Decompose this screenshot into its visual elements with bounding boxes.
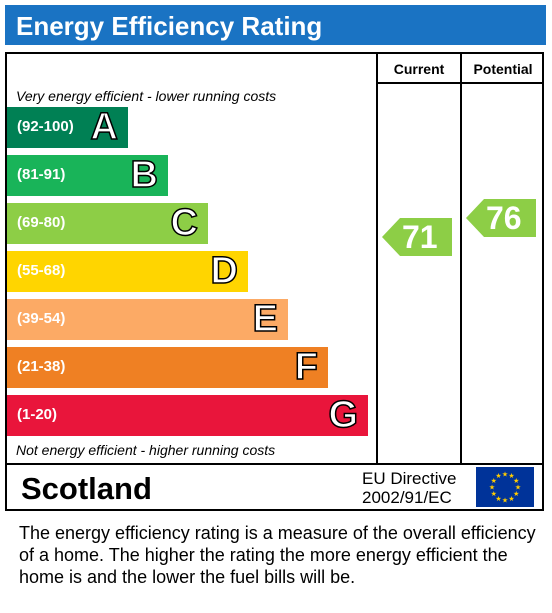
current-rating-arrow: 71 <box>382 218 452 256</box>
potential-rating-arrow: 76 <box>466 199 536 237</box>
country-label: Scotland <box>21 471 152 506</box>
band-d: (55-68) D <box>7 250 248 293</box>
arrow-shape <box>382 218 452 256</box>
band-g: (1-20) G <box>7 394 368 437</box>
band-letter: D <box>210 250 239 293</box>
description-text: The energy efficiency rating is a measur… <box>19 523 536 587</box>
current-rating-value: 71 <box>402 219 438 255</box>
flag-star: ★ <box>489 484 495 492</box>
footer-divider <box>5 463 544 465</box>
flag-star: ★ <box>495 495 501 503</box>
band-range-label: (39-54) <box>17 310 66 327</box>
rating-table <box>5 52 544 511</box>
band-range-label: (92-100) <box>17 118 74 135</box>
flag-star: ★ <box>502 497 508 505</box>
flag-star: ★ <box>508 472 514 480</box>
column-divider-left <box>376 52 378 464</box>
flag-star: ★ <box>513 490 519 498</box>
flag-star: ★ <box>513 477 519 485</box>
flag-star: ★ <box>495 472 501 480</box>
band-letter: G <box>328 394 359 437</box>
flag-star: ★ <box>491 477 497 485</box>
header-bar: Energy Efficiency Rating <box>5 5 546 45</box>
flag-star: ★ <box>515 484 521 492</box>
band-f: (21-38) F <box>7 346 328 389</box>
header-divider <box>376 82 544 84</box>
flag-star: ★ <box>508 495 514 503</box>
band-a: (92-100) A <box>7 106 128 149</box>
band-letter: F <box>294 346 319 389</box>
eu-flag-icon: ★ ★ ★ ★ ★ ★ ★ ★ ★ ★ ★ ★ <box>476 467 534 507</box>
current-column-header: Current <box>393 61 445 77</box>
flag-star: ★ <box>502 471 508 479</box>
band-range-label: (69-80) <box>17 214 66 231</box>
arrow-shape <box>466 199 536 237</box>
eu-directive-line2: 2002/91/EC <box>362 488 452 507</box>
band-range-label: (21-38) <box>17 358 66 375</box>
band-range-label: (81-91) <box>17 166 66 183</box>
band-letter: A <box>90 106 119 149</box>
band-letter: E <box>252 298 279 341</box>
top-note: Very energy efficient - lower running co… <box>16 88 277 104</box>
band-letter: C <box>170 202 199 245</box>
column-divider-right <box>460 52 462 464</box>
band-letter: B <box>130 154 159 197</box>
band-c: (69-80) C <box>7 202 208 245</box>
band-range-label: (55-68) <box>17 262 66 279</box>
potential-column-header: Potential <box>473 61 533 77</box>
band-range-label: (1-20) <box>17 406 58 423</box>
band-b: (81-91) B <box>7 154 168 197</box>
band-e: (39-54) E <box>7 298 288 341</box>
bottom-note: Not energy efficient - higher running co… <box>16 442 276 458</box>
potential-rating-value: 76 <box>486 200 522 236</box>
page-title: Energy Efficiency Rating <box>16 11 323 41</box>
flag-star: ★ <box>491 490 497 498</box>
eu-directive-line1: EU Directive <box>362 469 457 488</box>
